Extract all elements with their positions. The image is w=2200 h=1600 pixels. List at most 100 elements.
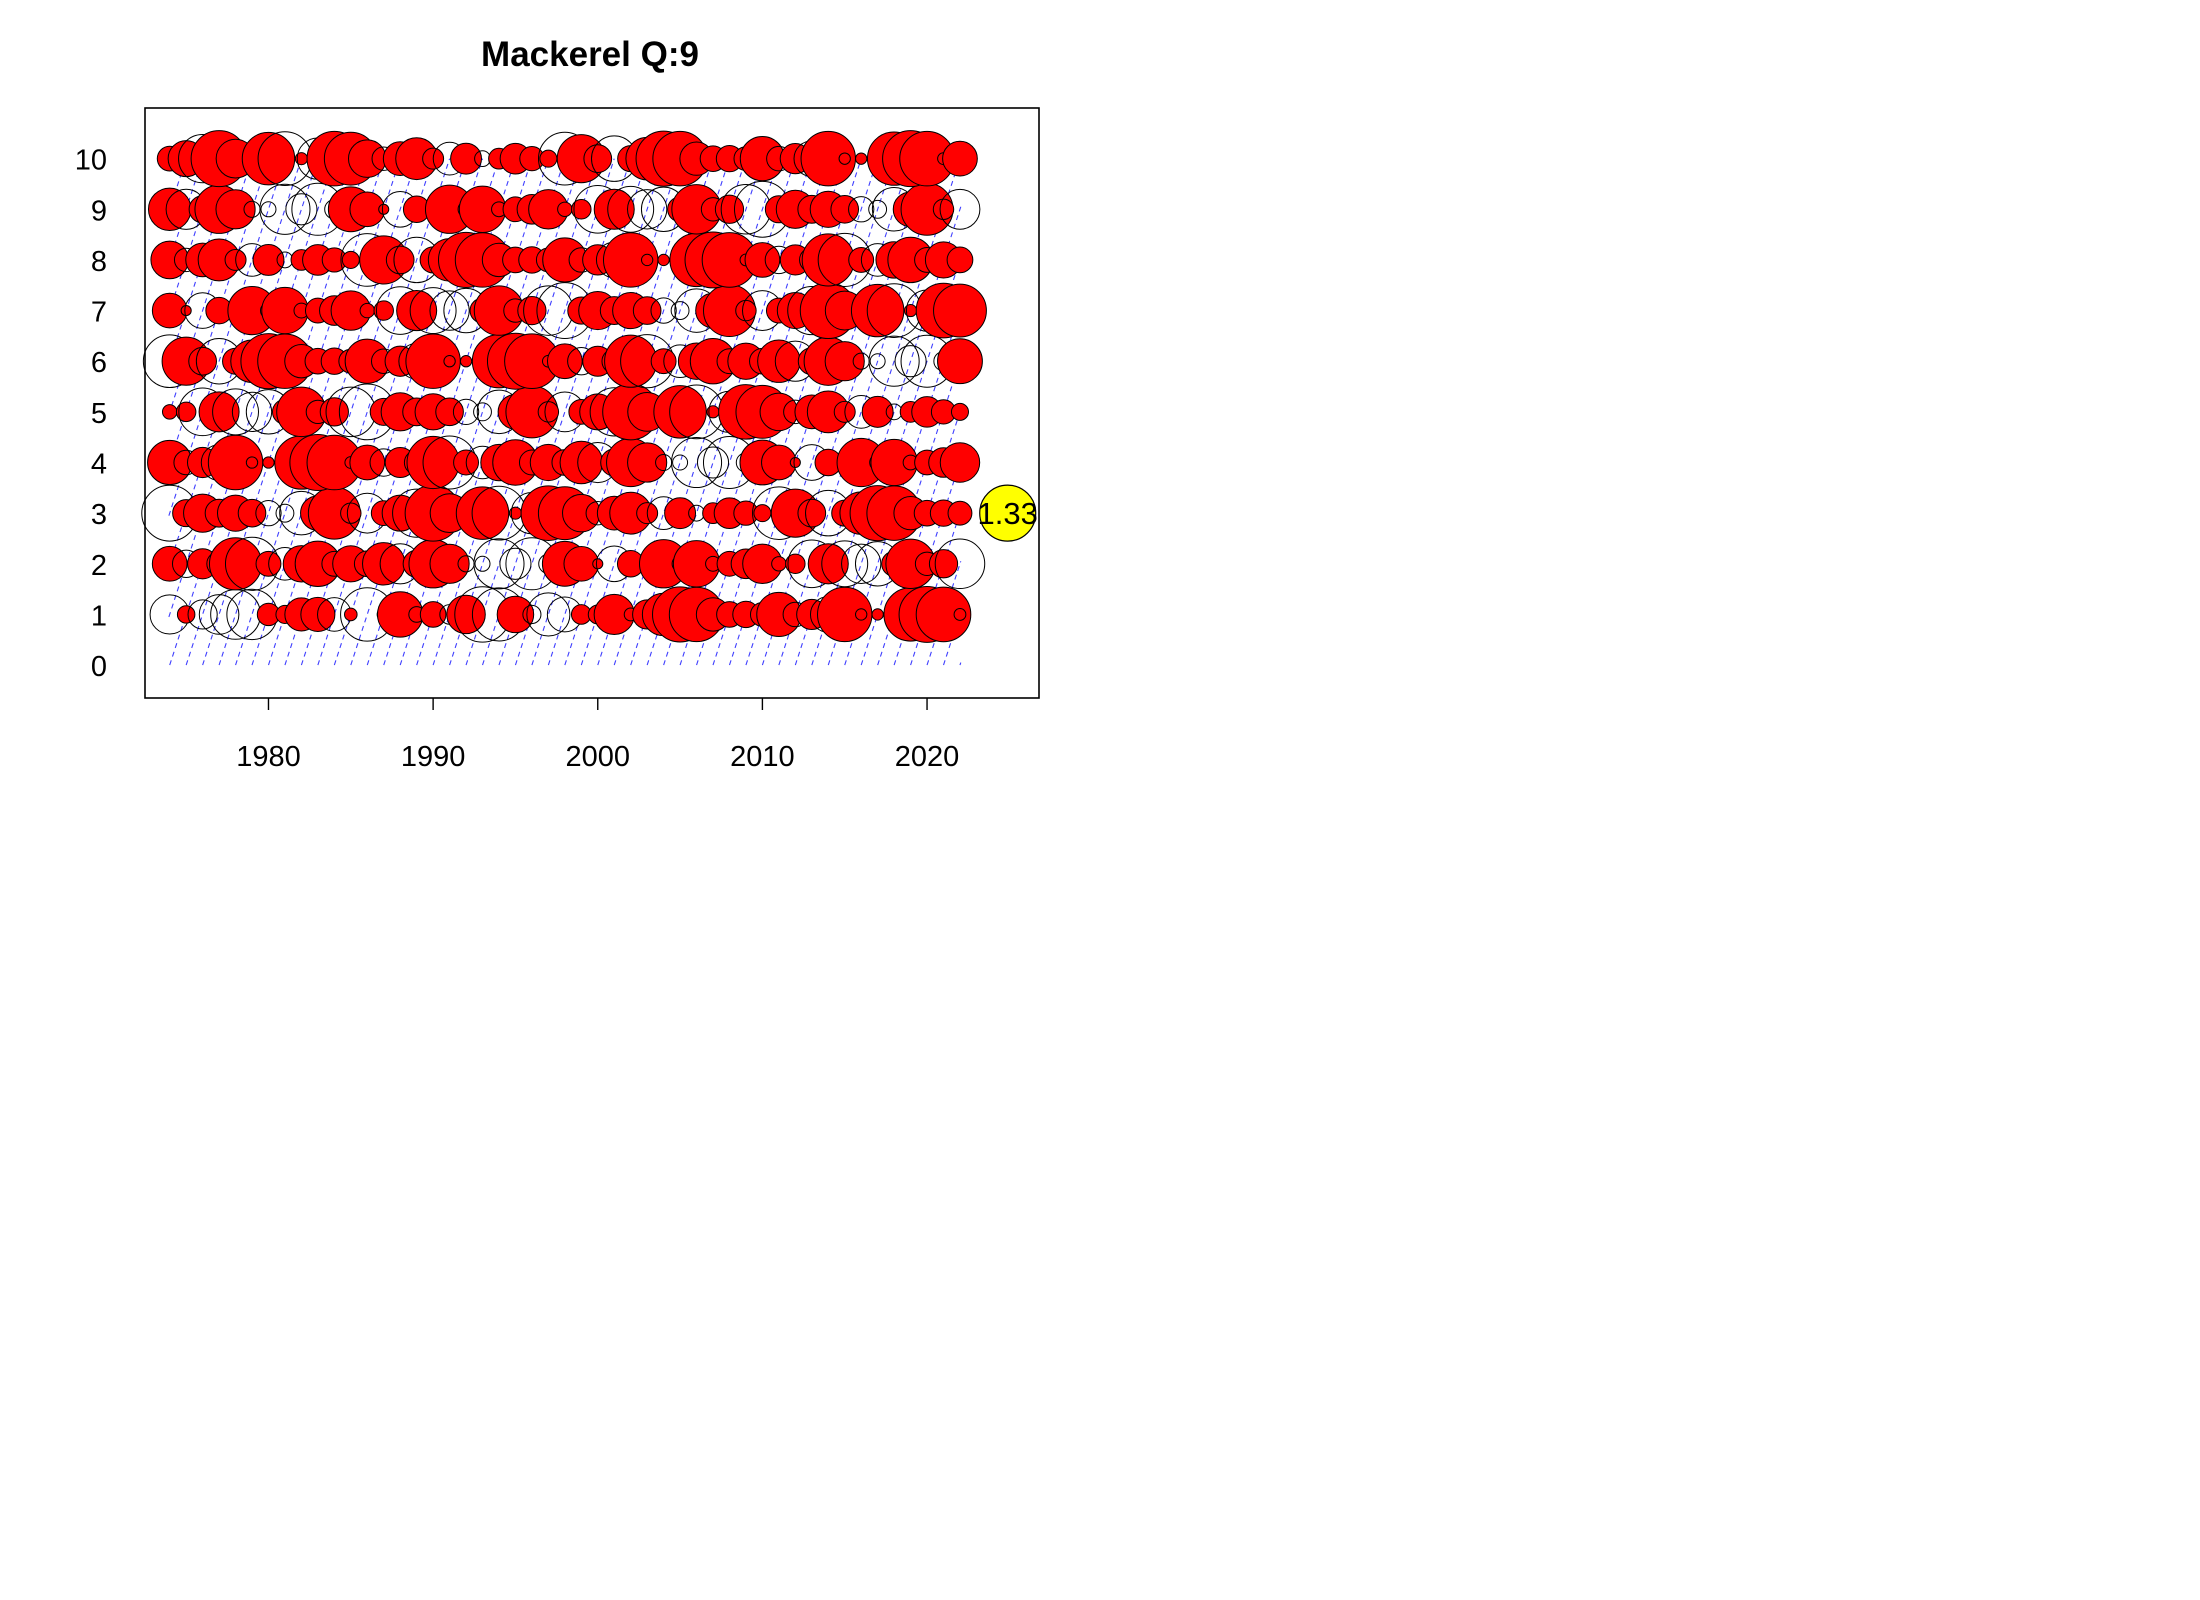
residual-bubble <box>255 500 282 527</box>
residual-bubble <box>939 442 981 483</box>
residual-bubble <box>627 189 668 230</box>
residual-bubble <box>671 184 722 235</box>
residual-bubble <box>188 346 217 376</box>
residual-bubble <box>838 152 851 165</box>
cohort-line <box>383 158 549 666</box>
residual-bubble <box>934 538 986 590</box>
residual-bubble <box>396 290 438 332</box>
residual-bubble <box>349 444 386 481</box>
residual-bubble <box>245 456 259 469</box>
cohort-line <box>663 158 829 666</box>
chart-title: Mackerel Q:9 <box>481 35 699 74</box>
residual-bubble <box>542 237 588 283</box>
legend-label: 1.33 <box>978 496 1038 531</box>
residual-bubble <box>241 131 296 186</box>
residual-bubble <box>947 500 973 526</box>
residual-bubble <box>539 149 558 168</box>
residual-bubble <box>147 439 193 486</box>
residual-bubble <box>474 555 491 572</box>
residual-bubble <box>385 245 415 275</box>
y-tick-label: 3 <box>91 499 107 531</box>
residual-bubble <box>593 593 635 636</box>
residual-bubble <box>759 392 799 432</box>
residual-bubble <box>946 246 974 274</box>
residual-bubble <box>714 194 745 224</box>
residual-bubble <box>207 434 264 491</box>
residual-bubble <box>377 591 424 638</box>
residual-bubble <box>821 540 869 588</box>
residual-bubble <box>562 493 601 533</box>
residual-bubble <box>198 594 240 635</box>
residual-bubble <box>789 456 801 469</box>
residual-bubble <box>151 545 188 582</box>
residual-bubble <box>341 250 360 269</box>
residual-bubble <box>406 435 460 490</box>
residual-bubble <box>212 388 260 436</box>
residual-bubble <box>915 586 972 643</box>
residual-bubble <box>830 194 860 224</box>
residual-bubble <box>672 454 689 471</box>
residual-bubble <box>942 140 978 177</box>
residual-bubble <box>208 537 263 591</box>
y-tick-label: 2 <box>91 550 107 582</box>
residual-bubble <box>187 599 218 630</box>
residual-bubble <box>260 201 277 218</box>
residual-bubble <box>161 404 178 420</box>
residual-bubble <box>932 198 955 220</box>
residual-bubble <box>176 605 196 624</box>
residual-bubble <box>275 503 295 523</box>
residual-bubble <box>757 339 801 383</box>
residual-bubble <box>362 542 406 586</box>
residual-bubble <box>928 549 959 579</box>
residual-bubble <box>537 401 560 423</box>
residual-bubble <box>347 139 387 178</box>
residual-bubble <box>557 201 573 217</box>
legend: 1.33 <box>978 484 1038 542</box>
residual-bubble <box>499 547 532 580</box>
residual-bubble <box>817 586 873 643</box>
residual-bubble <box>933 283 987 338</box>
residual-bubble <box>807 543 849 585</box>
cohort-line <box>465 158 632 666</box>
residual-bubble <box>259 183 311 235</box>
residual-bubble <box>771 556 787 572</box>
residual-bubble <box>252 243 285 276</box>
residual-bubble <box>409 287 457 335</box>
residual-bubble <box>797 498 827 528</box>
residual-bubble <box>627 442 668 483</box>
cohort-line <box>267 158 434 666</box>
cohort-line <box>202 158 368 666</box>
cohort-line <box>531 158 698 666</box>
residual-bubble <box>602 232 659 288</box>
y-tick-label: 9 <box>91 195 107 227</box>
x-tick-label: 2000 <box>566 741 631 773</box>
residual-bubble <box>650 297 677 324</box>
residual-bubble <box>473 402 492 422</box>
residual-bubble <box>473 538 525 590</box>
y-tick-label: 5 <box>91 398 107 430</box>
residual-bubble <box>175 401 197 423</box>
cohort-line <box>959 662 962 666</box>
residual-bubble <box>429 543 470 584</box>
residual-bubble <box>871 608 884 621</box>
cohort-line <box>712 158 879 666</box>
residual-bubble <box>670 301 690 321</box>
residual-bubble <box>640 253 654 267</box>
x-tick-label: 2010 <box>730 741 795 773</box>
y-tick-label: 8 <box>91 246 107 278</box>
cohort-line <box>284 158 451 666</box>
residual-bubble <box>150 240 189 280</box>
residual-bubble <box>657 253 670 267</box>
residual-bubble <box>953 608 967 621</box>
residual-bubble <box>429 290 470 331</box>
residual-bubble <box>696 446 730 479</box>
residual-bubble <box>452 398 480 426</box>
x-tick-label: 1980 <box>236 741 301 773</box>
residual-bubble <box>894 345 927 378</box>
residual-bubble <box>801 233 855 287</box>
cohort-line <box>169 158 335 666</box>
y-tick-label: 7 <box>91 297 107 329</box>
plot-frame <box>144 107 1040 699</box>
residual-bubble <box>276 386 327 438</box>
residual-bubble <box>571 199 592 220</box>
